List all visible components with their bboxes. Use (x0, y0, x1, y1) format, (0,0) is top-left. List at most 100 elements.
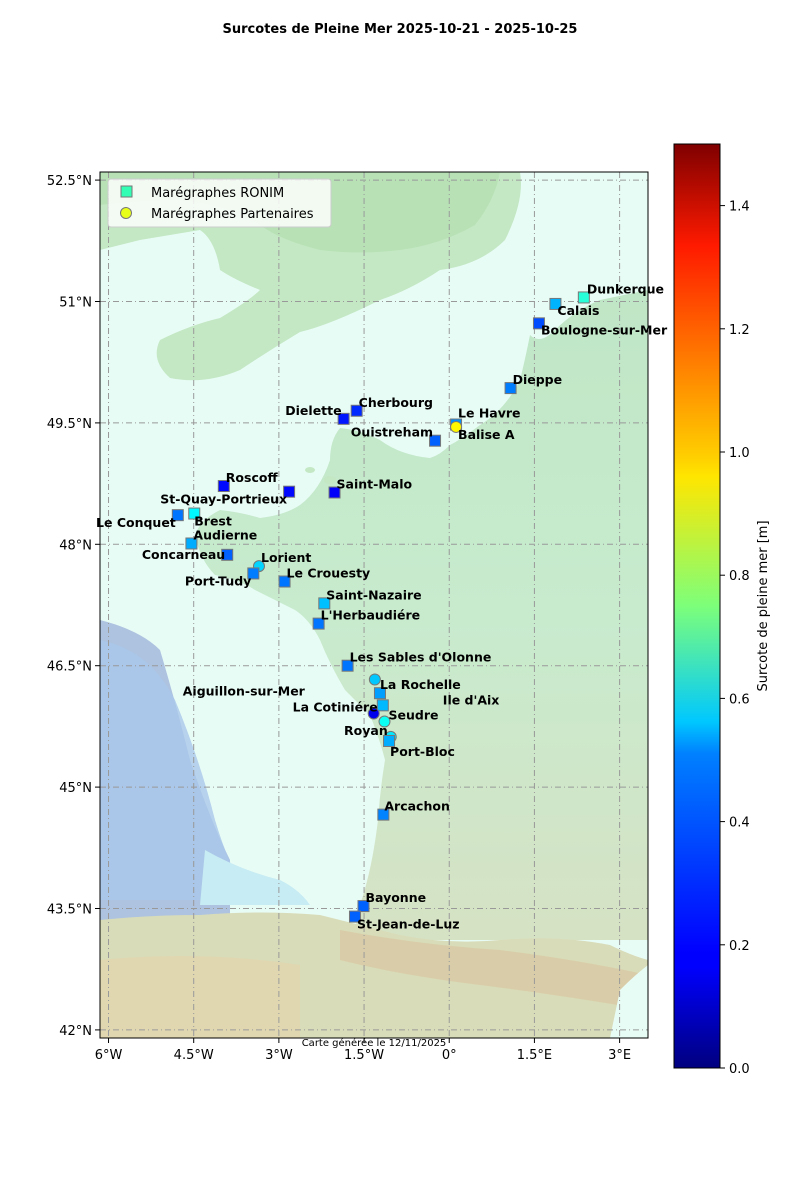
station-label-bayonne: Bayonne (365, 890, 426, 905)
station-label-la-cotini-re: La Cotiniére (293, 699, 378, 714)
lon-tick-label: 0° (442, 1048, 457, 1063)
station-label-le-havre: Le Havre (458, 406, 520, 421)
lat-tick-label: 48°N (59, 538, 92, 553)
station-label-ile-d-aix: Ile d'Aix (443, 692, 500, 707)
colorbar: 0.0 0.2 0.4 0.6 0.8 1.0 1.2 1.4 Surcote de plei… (673, 143, 771, 1077)
legend: Marégraphes RONIM Marégraphes Partenaire… (107, 178, 332, 228)
station-marker-st-quay-portrieux[interactable] (283, 485, 296, 498)
legend-ronim-label: Marégraphes RONIM (151, 186, 284, 201)
station-marker-les-sables-d-olonne[interactable] (341, 659, 354, 672)
colorbar-gradient (673, 143, 721, 1069)
station-label-st-jean-de-luz: St-Jean-de-Luz (357, 917, 460, 932)
station-marker-aiguillon-sur-mer[interactable] (368, 673, 381, 686)
colorbar-tick-label: 1.2 (729, 323, 750, 338)
station-label-royan: Royan (344, 723, 388, 738)
station-label-dielette: Dielette (285, 403, 341, 418)
station-label-concarneau: Concarneau (142, 547, 225, 562)
station-marker-dunkerque[interactable] (577, 291, 590, 304)
station-marker-ile-d-aix[interactable] (376, 699, 389, 712)
lat-tick-label: 43.5°N (47, 903, 92, 918)
station-label-calais: Calais (557, 303, 599, 318)
colorbar-tick-label: 0.2 (729, 939, 750, 954)
station-label-dieppe: Dieppe (513, 372, 563, 387)
station-marker-boulogne-sur-mer[interactable] (532, 317, 545, 330)
station-marker-concarneau[interactable] (221, 548, 234, 561)
station-label-boulogne-sur-mer: Boulogne-sur-Mer (541, 322, 668, 337)
station-label-ouistreham: Ouistreham (351, 425, 433, 440)
station-marker-st-jean-de-luz[interactable] (348, 910, 361, 923)
lat-tick-label: 49.5°N (47, 417, 92, 432)
lon-tick-label: 4.5°W (174, 1048, 214, 1063)
colorbar-tick-label: 0.4 (729, 816, 750, 831)
lon-tick-label: 6°W (95, 1048, 123, 1063)
lon-tick-label: 3°W (265, 1048, 293, 1063)
map-frame (99, 171, 649, 1039)
lat-tick-label: 42°N (59, 1024, 92, 1039)
lat-tick-label: 46.5°N (47, 660, 92, 675)
station-label-les-sables-d-olonne: Les Sables d'Olonne (350, 650, 492, 665)
station-marker-dieppe[interactable] (504, 382, 517, 395)
station-marker-bayonne[interactable] (357, 900, 370, 913)
station-label-saint-malo: Saint-Malo (337, 477, 413, 492)
legend-partner-label: Marégraphes Partenaires (151, 207, 314, 222)
colorbar-tick-label: 0.0 (729, 1062, 750, 1077)
lat-tick-label: 51°N (59, 295, 92, 310)
basemap (100, 172, 648, 1038)
station-marker-balise-a[interactable] (450, 420, 463, 433)
france-land (195, 290, 648, 940)
station-label-audierne: Audierne (193, 527, 257, 542)
station-marker-audierne[interactable] (185, 537, 198, 550)
station-marker-saint-nazaire[interactable] (318, 597, 331, 610)
colorbar-tick-label: 0.6 (729, 692, 750, 707)
station-marker-le-crouesty[interactable] (278, 575, 291, 588)
station-marker-port-bloc[interactable] (383, 734, 396, 747)
colorbar-label: Surcote de pleine mer [m] (756, 520, 771, 691)
lat-tick-label: 45°N (59, 781, 92, 796)
station-marker-la-cotini-re[interactable] (367, 707, 380, 720)
station-label-l-herbaudi-re: L'Herbaudiére (321, 608, 421, 623)
station-label-saint-nazaire: Saint-Nazaire (326, 587, 421, 602)
station-markers (171, 291, 590, 923)
map-axes: 6°W 4.5°W 3°W 1.5°W 0° 1.5°E 3°E 52.5°N 51°N 49.5… (47, 174, 631, 1063)
station-marker-arcachon[interactable] (377, 808, 390, 821)
colorbar-tick-label: 1.0 (729, 446, 750, 461)
station-label-arcachon: Arcachon (384, 799, 449, 814)
station-marker-l-herbaudi-re[interactable] (312, 617, 325, 630)
station-marker-seudre[interactable] (378, 715, 391, 728)
station-label-cherbourg: Cherbourg (359, 395, 433, 410)
station-marker-brest[interactable] (188, 507, 201, 520)
colorbar-tick-label: 1.4 (729, 200, 750, 215)
legend-partner-circle-icon (120, 207, 132, 219)
legend-ronim-square-icon (120, 185, 133, 198)
station-marker-le-conquet[interactable] (171, 509, 184, 522)
station-label-lorient: Lorient (261, 550, 311, 565)
station-label-dunkerque: Dunkerque (587, 281, 664, 296)
station-label-port-bloc: Port-Bloc (390, 744, 455, 759)
station-label-le-crouesty: Le Crouesty (287, 566, 371, 581)
station-label-roscoff: Roscoff (226, 470, 279, 485)
chart-title: Surcotes de Pleine Mer 2025-10-21 - 2025… (222, 22, 578, 37)
lon-tick-label: 1.5°E (517, 1048, 552, 1063)
footer-generated-date: Carte générée le 12/11/2025 (301, 1038, 447, 1049)
station-label-seudre: Seudre (389, 708, 439, 723)
lon-tick-label: 1.5°W (344, 1048, 384, 1063)
lon-tick-label: 3°E (608, 1048, 631, 1063)
station-marker-ouistreham[interactable] (429, 434, 442, 447)
station-label-le-conquet: Le Conquet (96, 515, 176, 530)
station-marker-port-tudy[interactable] (247, 567, 260, 580)
station-labels: Dunkerque Calais Boulogne-sur-Mer Dieppe Le … (96, 281, 668, 931)
station-label-port-tudy: Port-Tudy (185, 573, 251, 588)
station-marker-cherbourg[interactable] (350, 404, 363, 417)
lat-tick-label: 52.5°N (47, 174, 92, 189)
station-marker-la-rochelle[interactable] (373, 687, 386, 700)
station-marker-saint-malo[interactable] (328, 486, 341, 499)
station-marker-roscoff[interactable] (217, 480, 230, 493)
station-label-brest: Brest (194, 514, 232, 529)
station-marker-calais[interactable] (549, 297, 562, 310)
station-label-st-quay-portrieux: St-Quay-Portrieux (160, 492, 287, 507)
station-label-balise-a: Balise A (458, 427, 515, 442)
colorbar-tick-label: 0.8 (729, 569, 750, 584)
station-label-la-rochelle: La Rochelle (380, 677, 461, 692)
station-marker-dielette[interactable] (337, 412, 350, 425)
